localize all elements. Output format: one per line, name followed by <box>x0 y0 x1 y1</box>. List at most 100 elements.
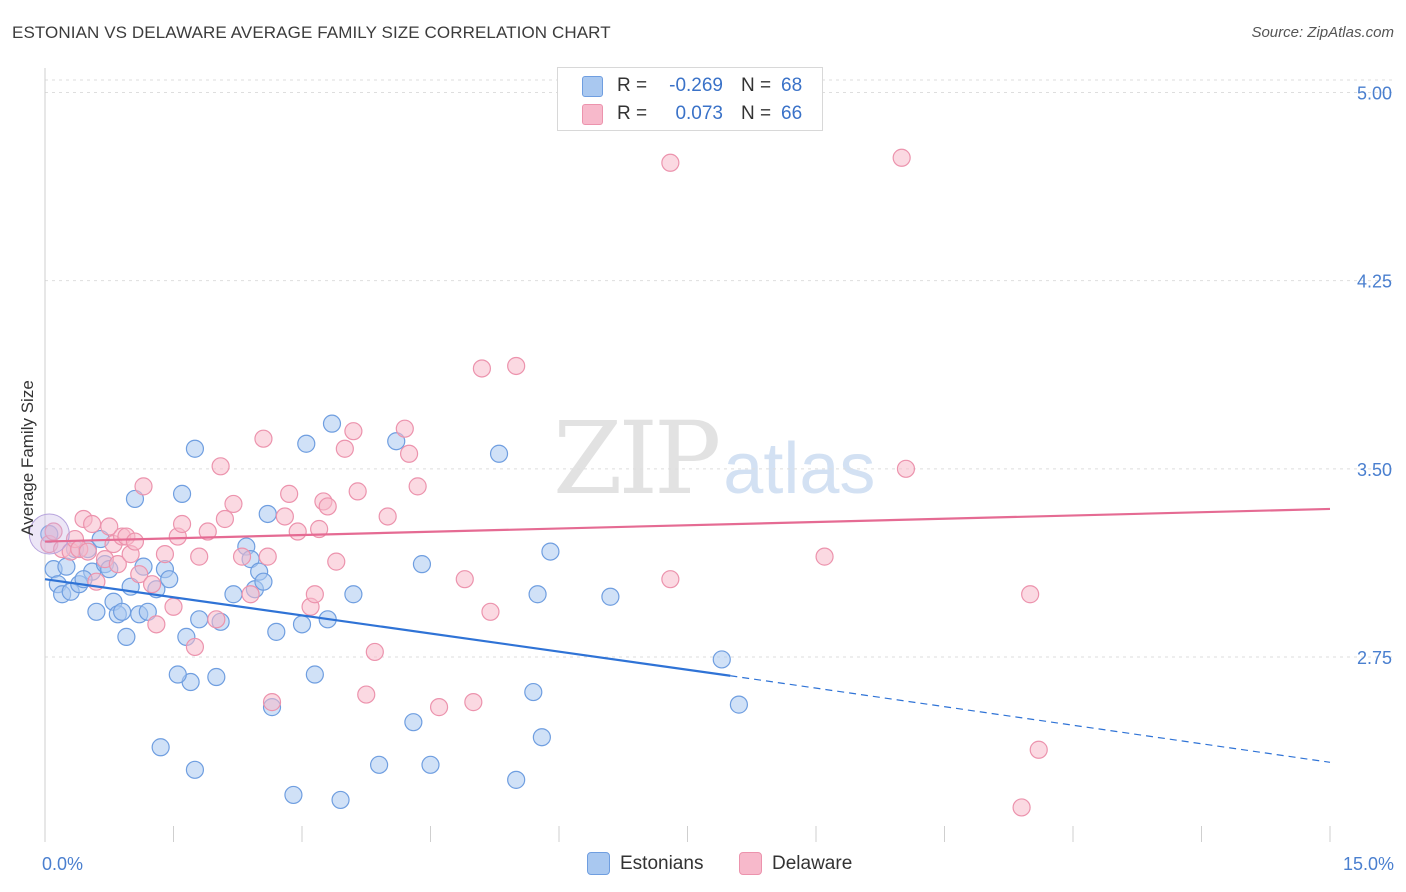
estonian-point <box>370 755 389 774</box>
delaware-point <box>147 615 166 634</box>
delaware-point <box>344 422 363 441</box>
delaware-point <box>224 494 243 514</box>
delaware-point <box>348 482 367 501</box>
delaware-point <box>164 597 183 616</box>
delaware-point <box>1029 740 1048 759</box>
legend-r-value: 0.073 <box>675 103 723 124</box>
delaware-point <box>211 457 230 476</box>
delaware-point <box>83 514 102 534</box>
estonian-point <box>284 785 303 805</box>
estonian-point <box>292 615 312 634</box>
delaware-point <box>172 514 192 534</box>
legend-row-estonians: R = -0.269 N = 68 <box>582 73 802 99</box>
estonian-point <box>138 602 157 621</box>
legend-n-value: 66 <box>781 103 803 124</box>
estonian-point <box>541 542 560 561</box>
legend-n-label: N = <box>741 103 772 124</box>
estonian-point <box>729 695 749 714</box>
delaware-point <box>241 585 260 604</box>
estonian-point <box>207 667 226 687</box>
legend-r-value: -0.269 <box>669 75 723 96</box>
delaware-point <box>78 542 97 561</box>
legend-n-value: 68 <box>781 75 803 96</box>
delaware-point <box>185 637 205 657</box>
cluster-point <box>28 513 70 555</box>
delaware-point <box>357 685 376 704</box>
estonian-point <box>421 755 440 774</box>
correlation-legend: R = -0.269 N = 68 R = 0.073 N = 66 <box>557 67 823 131</box>
estonian-point <box>404 713 423 732</box>
estonian-point <box>258 504 277 524</box>
delaware-point <box>190 547 209 566</box>
legend-row-delaware: R = 0.073 N = 66 <box>582 101 802 127</box>
estonian-point <box>160 570 179 589</box>
delaware-point <box>198 522 217 541</box>
y-tick-label: 2.75 <box>1357 648 1392 668</box>
delaware-point <box>155 545 175 564</box>
delaware-point <box>288 522 307 541</box>
delaware-point <box>661 570 680 589</box>
estonian-point <box>489 444 509 463</box>
estonian-point <box>87 602 106 621</box>
estonian-trend-extension <box>730 675 1331 763</box>
estonian-point <box>601 587 620 606</box>
estonian-point <box>151 738 170 757</box>
delaware-point <box>395 419 414 438</box>
estonian-point <box>224 585 243 604</box>
delaware-point <box>232 547 252 566</box>
estonian-point <box>524 682 543 702</box>
delaware-point <box>429 698 449 717</box>
delaware-point <box>481 602 500 621</box>
estonian-point <box>344 585 363 604</box>
delaware-point <box>408 477 427 496</box>
series-legend-label: Delaware <box>772 852 853 874</box>
delaware-point <box>455 570 474 589</box>
estonian-trend-line <box>44 578 731 677</box>
estonian-point <box>532 728 551 747</box>
delaware-point <box>305 585 324 604</box>
delaware-point <box>896 459 916 478</box>
delaware-point <box>365 642 384 662</box>
delaware-point <box>318 497 337 516</box>
estonian-point <box>112 602 132 621</box>
delaware-point <box>258 547 277 566</box>
estonian-point <box>125 489 145 509</box>
delaware-point <box>661 153 680 172</box>
delaware-point <box>327 552 346 571</box>
delaware-point <box>892 148 911 167</box>
delaware-point <box>142 575 162 594</box>
series-legend-estonians: Estonians <box>587 852 703 875</box>
delaware-point <box>108 555 127 574</box>
estonian-point <box>172 484 192 503</box>
delaware-point <box>125 532 145 551</box>
legend-r-label: R = <box>617 75 648 96</box>
series-legend-label: Estonians <box>620 852 704 874</box>
legend-r-label: R = <box>617 103 648 124</box>
series-swatch-blue <box>587 852 610 875</box>
x-tick-label: 15.0% <box>1343 854 1394 874</box>
series-swatch-pink <box>739 852 762 875</box>
estonian-point <box>190 610 209 629</box>
delaware-point <box>215 509 234 529</box>
delaware-point <box>1012 798 1031 817</box>
delaware-point <box>378 507 397 526</box>
delaware-point <box>134 477 153 496</box>
delaware-point <box>815 547 834 566</box>
delaware-trend-line <box>44 507 1331 543</box>
x-tick-label: 0.0% <box>42 854 83 874</box>
estonian-point <box>168 665 187 684</box>
delaware-point <box>464 693 483 712</box>
y-axis-label: Average Family Size <box>18 380 37 536</box>
estonian-point <box>712 650 731 669</box>
y-tick-label: 3.50 <box>1357 460 1392 480</box>
estonian-point <box>507 770 526 789</box>
y-tick-label: 4.25 <box>1357 272 1392 292</box>
estonian-point <box>57 557 76 576</box>
watermark-zip: ZIP <box>553 400 721 517</box>
legend-swatch-blue <box>582 75 603 97</box>
delaware-point <box>275 507 294 526</box>
estonian-point <box>528 585 547 604</box>
delaware-point <box>207 610 226 629</box>
delaware-point <box>472 359 491 378</box>
